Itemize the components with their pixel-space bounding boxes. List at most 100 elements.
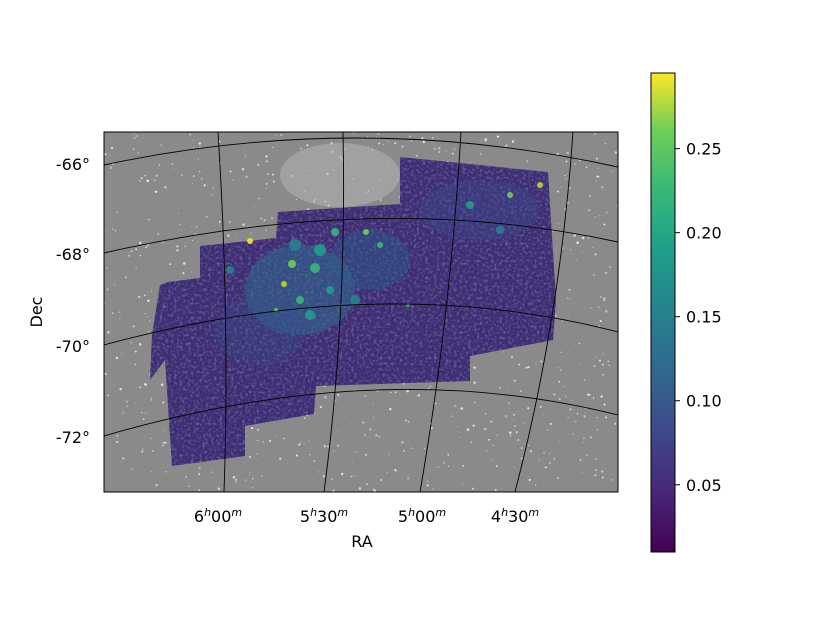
star-dot bbox=[350, 423, 352, 425]
star-dot bbox=[447, 453, 449, 455]
star-dot bbox=[570, 356, 572, 358]
star-dot bbox=[434, 402, 437, 405]
star-dot bbox=[403, 450, 405, 452]
star-dot bbox=[527, 365, 530, 369]
star-dot bbox=[256, 453, 258, 455]
star-dot bbox=[390, 391, 392, 394]
star-dot bbox=[152, 450, 154, 452]
star-dot bbox=[401, 441, 404, 444]
star-dot bbox=[410, 447, 413, 450]
hotspot bbox=[537, 182, 543, 188]
star-dot bbox=[514, 467, 516, 468]
star-dot bbox=[568, 288, 571, 291]
star-dot bbox=[430, 426, 434, 430]
star-dot bbox=[134, 402, 136, 404]
star-dot bbox=[582, 251, 584, 253]
star-dot bbox=[560, 186, 562, 188]
star-dot bbox=[309, 453, 311, 456]
star-dot bbox=[242, 223, 245, 226]
star-dot bbox=[378, 178, 381, 181]
star-dot bbox=[578, 342, 581, 345]
star-dot bbox=[595, 357, 597, 359]
star-dot bbox=[507, 385, 509, 387]
star-dot bbox=[252, 477, 254, 480]
star-dot bbox=[146, 316, 148, 318]
star-dot bbox=[171, 162, 174, 165]
star-dot bbox=[387, 140, 390, 143]
star-dot bbox=[198, 466, 201, 469]
star-dot bbox=[330, 142, 333, 145]
star-dot bbox=[304, 190, 306, 192]
colorbar: 0.05 0.10 0.15 0.20 0.25 bbox=[650, 72, 722, 553]
star-dot bbox=[511, 140, 515, 143]
star-dot bbox=[445, 150, 447, 152]
star-dot bbox=[153, 179, 156, 181]
ra-line-530 bbox=[323, 132, 345, 492]
hotspot bbox=[496, 226, 504, 234]
star-dot bbox=[132, 324, 135, 328]
star-dot bbox=[241, 167, 245, 171]
star-dot bbox=[123, 411, 125, 413]
star-dot bbox=[365, 192, 367, 194]
star-dot bbox=[567, 417, 569, 419]
star-dot bbox=[418, 383, 420, 385]
star-dot bbox=[157, 232, 160, 236]
star-dot bbox=[367, 146, 369, 148]
star-dot bbox=[195, 225, 198, 228]
star-dot bbox=[573, 234, 576, 237]
colorbar-tick-label: 0.05 bbox=[686, 476, 722, 495]
star-dot bbox=[585, 166, 588, 168]
star-dot bbox=[479, 152, 482, 155]
star-dot bbox=[410, 140, 413, 143]
star-dot bbox=[113, 284, 116, 286]
star-dot bbox=[515, 431, 518, 434]
star-dot bbox=[407, 477, 410, 480]
star-dot bbox=[272, 180, 275, 183]
star-dot bbox=[561, 321, 563, 323]
star-dot bbox=[313, 460, 316, 463]
y-tick-label: -68° bbox=[56, 245, 90, 264]
star-dot bbox=[512, 419, 514, 421]
star-dot bbox=[344, 165, 346, 167]
star-dot bbox=[146, 179, 150, 183]
coordinate-grid bbox=[104, 132, 618, 492]
star-dot bbox=[140, 450, 144, 453]
star-dot bbox=[260, 217, 263, 220]
star-dot bbox=[154, 190, 158, 193]
star-dot bbox=[260, 475, 264, 478]
hotspot bbox=[289, 239, 301, 251]
star-dot bbox=[596, 175, 599, 178]
star-dot bbox=[539, 405, 542, 408]
star-dot bbox=[379, 198, 382, 202]
star-dot bbox=[546, 429, 549, 431]
star-dot bbox=[130, 341, 132, 344]
star-dot bbox=[323, 445, 327, 448]
star-dot bbox=[198, 489, 201, 492]
star-dot bbox=[138, 295, 141, 299]
star-dot bbox=[401, 145, 404, 148]
star-dot bbox=[583, 379, 586, 382]
star-dot bbox=[110, 146, 114, 150]
star-dot bbox=[364, 394, 367, 398]
star-dot bbox=[417, 394, 420, 397]
star-dot bbox=[251, 225, 253, 227]
star-dot bbox=[505, 144, 508, 147]
star-dot bbox=[169, 448, 171, 450]
star-dot bbox=[303, 443, 305, 445]
star-dot bbox=[608, 364, 611, 367]
star-dot bbox=[107, 394, 110, 397]
star-dot bbox=[566, 297, 569, 300]
star-dot bbox=[581, 472, 583, 474]
star-dot bbox=[599, 319, 602, 323]
star-dot bbox=[514, 425, 516, 428]
star-dot bbox=[498, 142, 501, 144]
star-dot bbox=[251, 486, 254, 489]
dec-line-68 bbox=[104, 218, 618, 254]
star-dot bbox=[160, 144, 162, 146]
star-dot bbox=[599, 215, 601, 216]
star-dot bbox=[144, 312, 146, 315]
star-dot bbox=[582, 441, 585, 443]
star-dot bbox=[205, 215, 208, 218]
star-dot bbox=[443, 461, 446, 464]
